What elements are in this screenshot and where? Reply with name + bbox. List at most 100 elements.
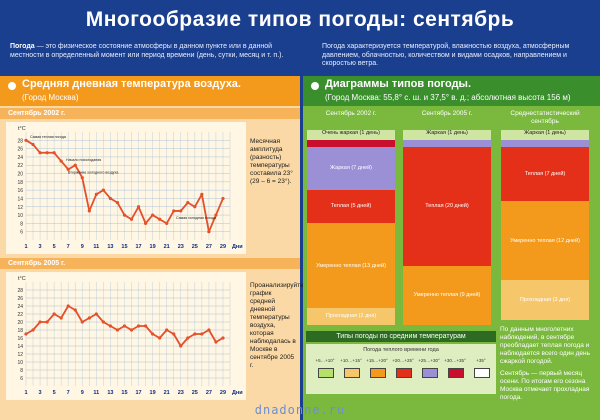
page-title: Многообразие типов погоды: сентябрь	[85, 8, 515, 31]
data-point	[45, 151, 49, 155]
weather-segment: Теплая (5 дней)	[307, 189, 395, 224]
data-point	[87, 316, 91, 320]
data-point	[172, 209, 176, 213]
data-point	[24, 332, 28, 336]
data-point	[94, 312, 98, 316]
intro-text: — это физическое состояние атмосферы в д…	[10, 43, 284, 59]
column-top-caption: Очень жаркая (1 день)	[322, 130, 380, 136]
chart-annotation: Самая теплая погода	[30, 135, 66, 139]
legend-swatch	[396, 368, 412, 378]
y-tick-label: 14	[17, 196, 23, 202]
legend-swatch	[448, 368, 464, 378]
data-point	[214, 213, 218, 217]
col-header-average: Среднестатистический сентябрь	[510, 110, 580, 125]
chart-2005: 6 8 10 12 14 16 18 20 22 24 26 28 1 3 5 7 9 11 13 15 17 19 21 2…	[6, 272, 246, 400]
data-point	[193, 332, 197, 336]
data-point	[179, 209, 183, 213]
legend-swatch	[318, 368, 334, 378]
data-point	[151, 213, 155, 217]
legend-swatch-label: +30…+35°	[444, 358, 466, 363]
right-section-subheading: (Город Москва: 55,8° с. ш. и 37,5° в. д.…	[325, 93, 571, 102]
data-point	[115, 201, 120, 205]
data-point	[165, 221, 169, 225]
y-tick-label: 14	[17, 344, 23, 350]
y-tick-label: 8	[20, 221, 23, 227]
x-tick-label: 7	[67, 244, 70, 250]
legend-swatch-label: +20…+25°	[392, 358, 414, 363]
col-header-2005: Сентябрь 2005 г.	[421, 110, 473, 117]
column-top-caption: Жаркая (1 день)	[524, 130, 566, 136]
data-point	[143, 324, 148, 328]
x-tick-label: 15	[121, 244, 127, 250]
data-point	[221, 336, 225, 340]
y-tick-label: 28	[17, 288, 23, 294]
x-tick-label: 29	[220, 244, 226, 250]
data-point	[52, 151, 56, 155]
x-tick-label: 11	[93, 390, 99, 396]
data-point	[129, 217, 134, 221]
legend-swatch	[422, 368, 438, 378]
y-tick-label: 24	[17, 155, 23, 161]
y-tick-label: 6	[20, 376, 23, 382]
footer-watermark: dnadonne.ru	[254, 403, 346, 417]
data-point	[221, 196, 225, 201]
x-tick-label: 17	[135, 244, 141, 250]
legend: Погода теплого времени года +5…+10° +10…+…	[306, 344, 496, 394]
data-point	[101, 188, 105, 192]
intro-right: Погода характеризуется температурой, вла…	[322, 43, 570, 67]
chart1-label: Сентябрь 2002 г.	[0, 108, 300, 119]
weather-column-2002: Очень жаркая (1 день) Жаркая (7 дней) Тепл…	[307, 130, 395, 325]
data-point	[136, 205, 141, 209]
chart-annotation: Вторжение холодного воздуха	[68, 171, 118, 175]
weather-segment: Умеренно теплая (13 дней)	[307, 223, 395, 309]
legend-caption: Погода теплого времени года	[363, 347, 439, 353]
legend-swatch-label: +15…+20°	[366, 358, 388, 363]
intro-left: Погода — это физическое состояние атмосф…	[10, 43, 295, 60]
weather-column-average: Жаркая (1 день) Теплая (7 дней) Умеренно т…	[501, 130, 589, 320]
x-tick-label: 17	[135, 390, 141, 396]
y-tick-label: 20	[17, 320, 23, 326]
x-tick-label: 5	[53, 244, 56, 250]
chart-annotation: Начало похолодания	[66, 158, 101, 162]
weather-segment: Прохладная (3 дня)	[501, 280, 589, 320]
x-tick-label: 7	[67, 390, 70, 396]
y-tick-label: 22	[17, 163, 23, 169]
x-tick-label: 21	[164, 390, 170, 396]
legend-swatch	[344, 368, 360, 378]
y-tick-label: 28	[17, 138, 23, 144]
left-section-subheading: (Город Москва)	[22, 93, 79, 102]
legend-swatch-label: +25…+30°	[418, 358, 440, 363]
y-axis-label: t°C	[18, 126, 26, 132]
data-point	[151, 332, 155, 336]
left-section-header: Средняя дневная температура воздуха. (Го…	[0, 76, 300, 106]
data-point	[38, 320, 42, 324]
legend-swatch-label: +5…+10°	[315, 358, 335, 363]
data-point	[129, 328, 134, 332]
data-point	[80, 320, 84, 324]
y-tick-label: 10	[17, 360, 23, 366]
weather-segment: Жаркая (7 дней)	[307, 147, 395, 190]
x-tick-label: 25	[192, 244, 198, 250]
x-tick-label: 3	[39, 244, 42, 250]
data-point	[186, 201, 190, 205]
y-tick-label: 20	[17, 172, 23, 178]
y-tick-label: 6	[20, 230, 23, 236]
right-section-header: Диаграммы типов погоды. (Город Москва: 5…	[303, 76, 600, 106]
y-tick-label: 12	[17, 352, 23, 358]
data-point	[143, 221, 148, 225]
x-tick-label: 23	[178, 244, 184, 250]
x-tick-label: 23	[178, 390, 184, 396]
data-point	[52, 312, 56, 316]
y-tick-label: 16	[17, 188, 23, 194]
x-tick-label: 13	[107, 390, 113, 396]
side-note-1: По данным многолетних наблюдений, в сент…	[500, 326, 591, 365]
data-point	[94, 192, 98, 196]
data-point	[200, 332, 204, 336]
data-point	[66, 304, 70, 308]
data-point	[101, 320, 105, 324]
data-point	[31, 142, 35, 147]
weather-segment: Умеренно теплая (9 дней)	[403, 265, 491, 325]
weather-segment: Теплая (7 дней)	[501, 147, 589, 202]
x-axis-label: Дни	[232, 390, 243, 396]
legend-title: Типы погоды по средним температурам	[306, 331, 496, 342]
